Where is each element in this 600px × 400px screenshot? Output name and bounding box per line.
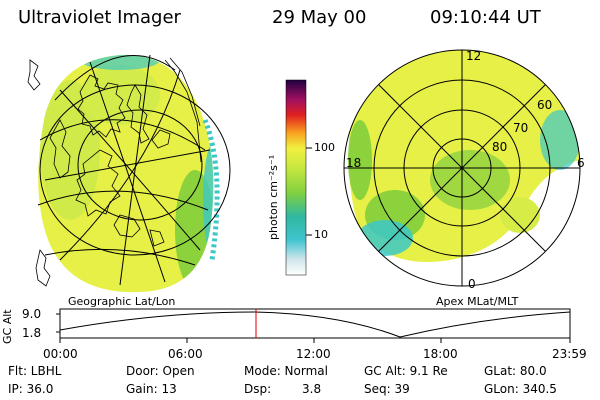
- mlat-label-70: 70: [513, 121, 529, 135]
- aurora-emission-right: [348, 50, 580, 262]
- timeline-ytick-low: 1.8: [22, 326, 42, 340]
- timeline-xtick-0000: 00:00: [43, 347, 78, 361]
- colorbar-tick-100: 100: [314, 141, 335, 154]
- timeline-xtick-0600: 06:00: [168, 347, 203, 361]
- gc-alt-info: GC Alt: 9.1 Re: [364, 364, 448, 378]
- mlat-label-80: 80: [492, 140, 508, 154]
- lat-lon-grid: [37, 54, 231, 286]
- ip-info: IP: 36.0: [8, 382, 54, 396]
- geographic-panel-label: Geographic Lat/Lon: [68, 295, 176, 308]
- timeline-xtick-2359: 23:59: [552, 347, 587, 361]
- colorbar-tick-10: 10: [314, 228, 328, 241]
- filter-info: Flt: LBHL: [8, 364, 62, 378]
- dsp-value: 3.8: [302, 382, 322, 396]
- mlt-label-0: 0: [468, 277, 476, 291]
- glon-info: GLon: 340.5: [484, 382, 557, 396]
- date-label: 29 May 00: [272, 7, 367, 28]
- mlt-label-18: 18: [346, 156, 362, 170]
- mlt-label-12: 12: [466, 49, 482, 63]
- polar-grid: [343, 49, 581, 287]
- dsp-label: Dsp:: [244, 382, 272, 396]
- timeline-xtick-1200: 12:00: [296, 347, 331, 361]
- timeline-ytick-high: 9.0: [22, 307, 42, 321]
- mlt-label-6: 6: [577, 156, 585, 170]
- coastlines: [27, 57, 202, 287]
- mode-info: Mode: Normal: [244, 364, 328, 378]
- door-info: Door: Open: [126, 364, 195, 378]
- time-label: 09:10:44 UT: [430, 7, 541, 28]
- apex-panel-label: Apex MLat/MLT: [436, 295, 519, 308]
- orbit-altitude-curve: [59, 311, 571, 338]
- sequence-info: Seq: 39: [364, 382, 410, 396]
- gain-info: Gain: 13: [126, 382, 177, 396]
- timeline-xtick-1800: 18:00: [423, 347, 458, 361]
- instrument-title: Ultraviolet Imager: [18, 7, 181, 28]
- mlat-label-60: 60: [537, 98, 553, 112]
- glat-info: GLat: 80.0: [484, 364, 547, 378]
